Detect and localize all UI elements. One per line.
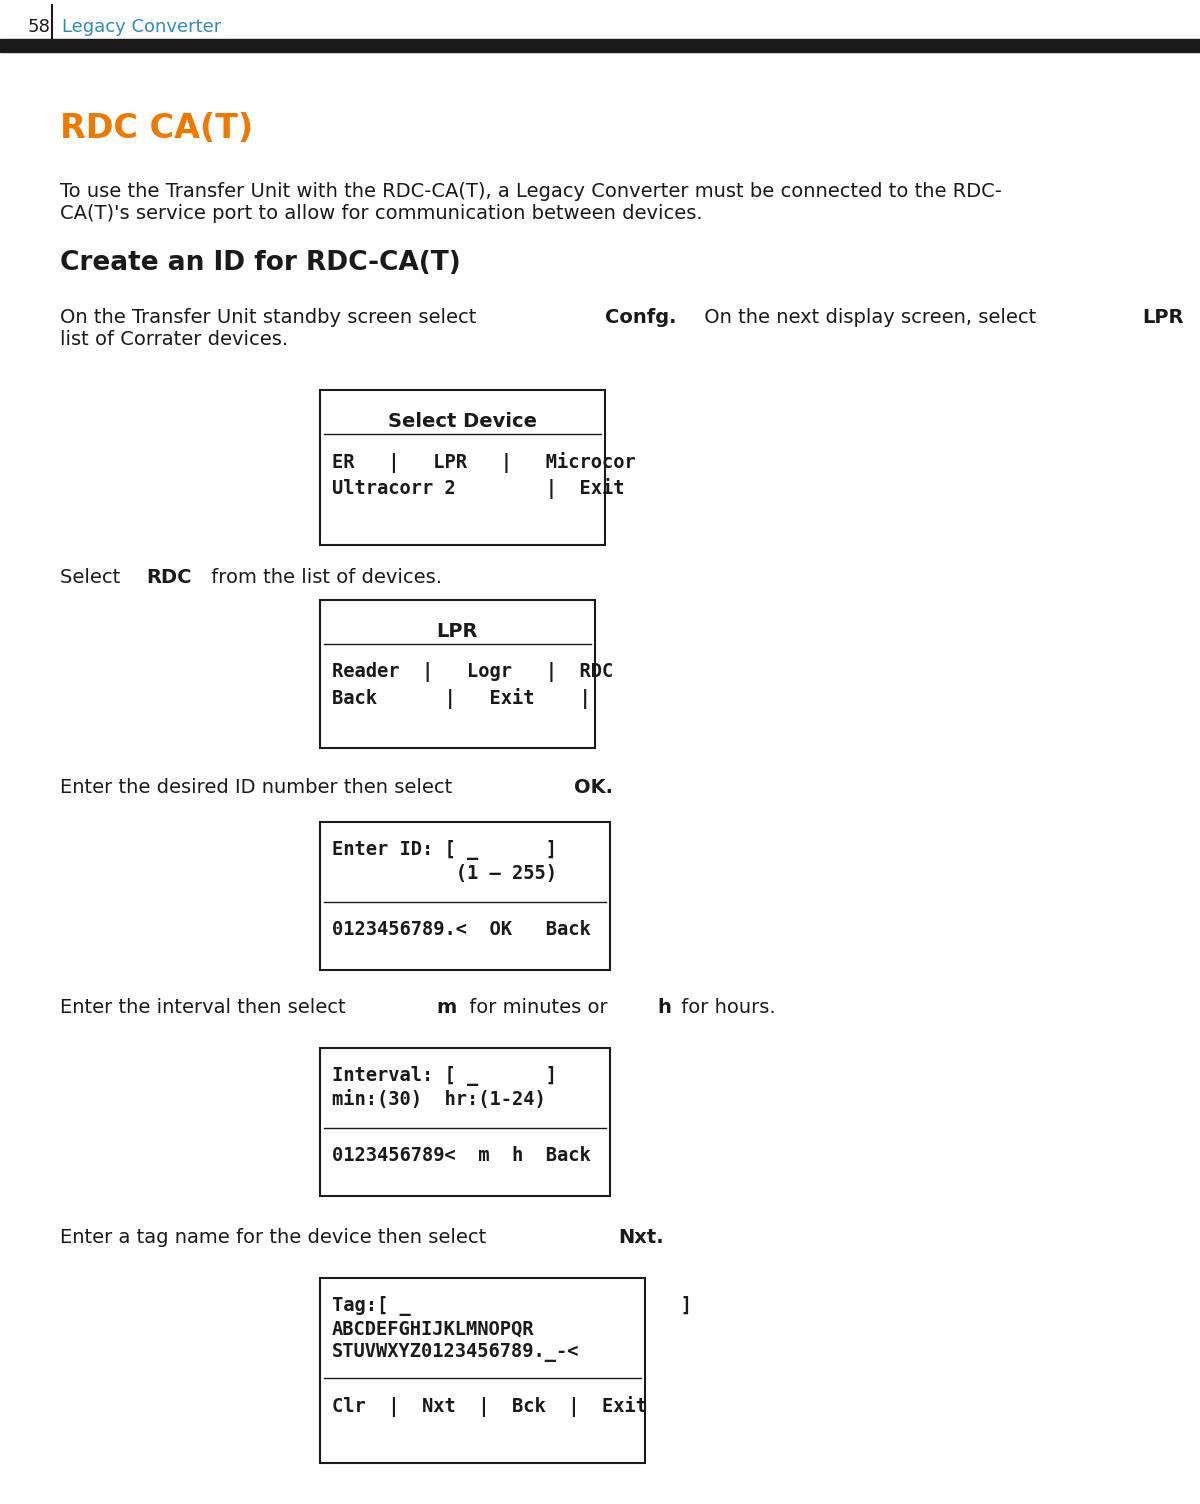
Text: Select: Select bbox=[60, 569, 126, 587]
Text: Enter ID: [ _      ]: Enter ID: [ _ ] bbox=[332, 841, 557, 860]
Bar bbox=[320, 823, 610, 970]
Text: On the Transfer Unit standby screen select: On the Transfer Unit standby screen sele… bbox=[60, 308, 482, 326]
Text: ER   |   LPR   |   Microcor: ER | LPR | Microcor bbox=[332, 453, 636, 472]
Text: ABCDEFGHIJKLMNOPQR: ABCDEFGHIJKLMNOPQR bbox=[332, 1321, 534, 1339]
Text: OK.: OK. bbox=[574, 778, 613, 797]
Text: from the list of devices.: from the list of devices. bbox=[204, 569, 442, 587]
Text: list of Corrater devices.: list of Corrater devices. bbox=[60, 329, 288, 349]
Text: m: m bbox=[437, 999, 457, 1017]
Text: RDC CA(T): RDC CA(T) bbox=[60, 111, 253, 144]
Text: Enter the desired ID number then select: Enter the desired ID number then select bbox=[60, 778, 458, 797]
Text: Confg.: Confg. bbox=[605, 308, 677, 326]
Text: for minutes or: for minutes or bbox=[463, 999, 613, 1017]
Text: 58: 58 bbox=[28, 18, 50, 36]
Text: (1 – 255): (1 – 255) bbox=[332, 863, 557, 883]
Text: Tag:[ _                        ]: Tag:[ _ ] bbox=[332, 1296, 692, 1316]
Text: LPR: LPR bbox=[1142, 308, 1183, 326]
Text: RDC: RDC bbox=[146, 569, 191, 587]
Text: Interval: [ _      ]: Interval: [ _ ] bbox=[332, 1066, 557, 1086]
Text: Enter a tag name for the device then select: Enter a tag name for the device then sel… bbox=[60, 1227, 492, 1247]
Text: Back      |   Exit    |: Back | Exit | bbox=[332, 687, 590, 708]
Text: Legacy Converter: Legacy Converter bbox=[62, 18, 221, 36]
Text: Clr  |  Nxt  |  Bck  |  Exit: Clr | Nxt | Bck | Exit bbox=[332, 1396, 647, 1417]
Text: Select Device: Select Device bbox=[388, 412, 538, 432]
Bar bbox=[320, 1048, 610, 1196]
Text: Create an ID for RDC-CA(T): Create an ID for RDC-CA(T) bbox=[60, 250, 461, 277]
Text: to get to a: to get to a bbox=[1195, 308, 1200, 326]
Text: for hours.: for hours. bbox=[676, 999, 776, 1017]
Text: LPR: LPR bbox=[437, 623, 479, 641]
Bar bbox=[320, 1278, 646, 1463]
Text: To use the Transfer Unit with the RDC-CA(T), a Legacy Converter must be connecte: To use the Transfer Unit with the RDC-CA… bbox=[60, 182, 1002, 202]
Text: h: h bbox=[658, 999, 671, 1017]
Text: STUVWXYZ0123456789._-<: STUVWXYZ0123456789._-< bbox=[332, 1343, 580, 1363]
Bar bbox=[0, 39, 1200, 53]
Text: min:(30)  hr:(1-24): min:(30) hr:(1-24) bbox=[332, 1090, 546, 1108]
Text: Enter the interval then select: Enter the interval then select bbox=[60, 999, 352, 1017]
Text: 0123456789<  m  h  Back: 0123456789< m h Back bbox=[332, 1146, 590, 1166]
Bar bbox=[320, 390, 605, 544]
Text: Ultracorr 2        |  Exit: Ultracorr 2 | Exit bbox=[332, 478, 624, 499]
Text: 0123456789.<  OK   Back: 0123456789.< OK Back bbox=[332, 920, 590, 938]
Bar bbox=[320, 600, 595, 747]
Text: CA(T)'s service port to allow for communication between devices.: CA(T)'s service port to allow for commun… bbox=[60, 205, 703, 223]
Text: Nxt.: Nxt. bbox=[618, 1227, 664, 1247]
Text: On the next display screen, select: On the next display screen, select bbox=[697, 308, 1042, 326]
Text: Reader  |   Logr   |  RDC: Reader | Logr | RDC bbox=[332, 662, 613, 681]
